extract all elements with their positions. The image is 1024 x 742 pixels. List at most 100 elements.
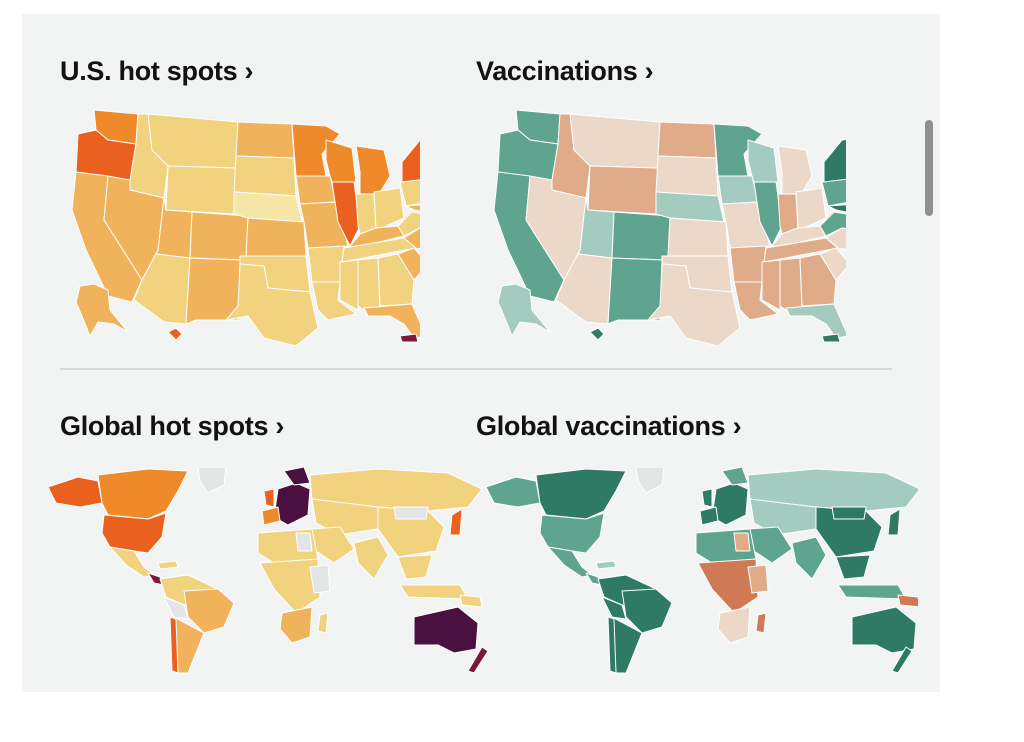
region-india	[353, 536, 389, 580]
state-al	[357, 257, 381, 311]
region-india	[791, 536, 827, 580]
state-wy	[587, 165, 659, 215]
region-scandinavia	[721, 467, 749, 486]
state-ks	[245, 217, 307, 257]
us-hot-spots-link[interactable]: U.S. hot spots ›	[60, 56, 254, 86]
state-nm	[185, 257, 241, 325]
state-ks	[667, 217, 729, 257]
region-southeast-asia	[835, 554, 871, 580]
state-nc	[403, 227, 420, 250]
global-vaccinations-card[interactable]: Global vaccinations ›	[476, 411, 918, 691]
region-australia	[413, 606, 479, 654]
region-greenland	[197, 467, 227, 494]
section-divider	[60, 368, 892, 370]
vaccinations-svg	[493, 110, 846, 346]
maps-panel: U.S. hot spots ›	[22, 14, 940, 692]
vaccinations-card[interactable]: Vaccinations ›	[476, 56, 856, 356]
region-scandinavia	[283, 467, 311, 486]
state-ak	[75, 283, 129, 337]
region-madagascar	[317, 612, 329, 634]
region-uk	[701, 488, 713, 508]
region-east-africa	[309, 564, 331, 594]
region-japan	[887, 508, 901, 536]
state-fl	[363, 303, 420, 339]
state-ar	[307, 245, 345, 283]
state-sc	[819, 247, 846, 281]
state-ms	[761, 259, 781, 311]
us-hot-spots-map[interactable]	[68, 110, 420, 346]
region-central-asia	[749, 498, 817, 536]
state-md	[827, 204, 846, 213]
territory-pr	[821, 333, 841, 343]
region-china	[815, 506, 883, 558]
state-sd	[233, 155, 297, 197]
state-md	[405, 204, 420, 212]
region-east-africa	[747, 564, 769, 594]
region-uk	[263, 488, 275, 508]
region-new-zealand	[467, 646, 489, 674]
region-libya	[295, 532, 313, 552]
region-central-asia	[311, 498, 379, 536]
state-nd	[657, 121, 717, 159]
global-hot-spots-card[interactable]: Global hot spots ›	[48, 411, 490, 691]
state-mt	[569, 113, 661, 169]
us-hot-spots-card[interactable]: U.S. hot spots ›	[60, 56, 420, 356]
global-hot-spots-svg	[48, 467, 489, 674]
region-caribbean	[595, 560, 617, 570]
region-papua	[897, 594, 918, 608]
state-ak	[497, 283, 551, 337]
vaccinations-link[interactable]: Vaccinations ›	[476, 56, 654, 86]
region-new-zealand	[891, 646, 913, 674]
region-central-africa	[697, 558, 759, 614]
region-canada	[535, 468, 627, 520]
state-hi	[589, 327, 605, 341]
global-hot-spots-map[interactable]	[48, 467, 500, 679]
region-japan	[449, 508, 463, 536]
region-madagascar	[755, 612, 767, 634]
region-mongolia	[393, 506, 429, 520]
region-indonesia	[837, 584, 907, 600]
state-oh	[795, 187, 827, 229]
state-ia	[717, 175, 759, 205]
state-ia	[295, 175, 337, 205]
state-il	[331, 181, 361, 247]
global-vaccinations-link[interactable]: Global vaccinations ›	[476, 411, 742, 441]
region-caribbean	[157, 560, 179, 570]
region-peru	[601, 596, 627, 620]
region-alaska	[48, 476, 103, 508]
vertical-scrollbar[interactable]	[925, 120, 933, 216]
region-southeast-asia	[397, 554, 433, 580]
region-australia	[851, 606, 917, 654]
region-brazil	[621, 588, 673, 634]
region-canada	[97, 468, 189, 520]
region-china	[377, 506, 445, 558]
region-brazil	[183, 588, 235, 634]
state-nd	[235, 121, 295, 159]
state-in	[355, 193, 377, 235]
region-southern-africa	[279, 606, 313, 644]
region-chile	[169, 616, 179, 674]
state-tx	[647, 263, 741, 346]
global-vaccinations-map[interactable]	[486, 467, 918, 679]
state-wi	[747, 139, 779, 183]
state-ga	[799, 253, 837, 307]
region-libya	[733, 532, 751, 552]
region-papua	[459, 594, 483, 608]
state-co	[611, 211, 671, 261]
region-usa	[539, 512, 605, 554]
state-ga	[377, 253, 415, 307]
region-usa	[101, 512, 167, 554]
state-fl	[785, 303, 846, 339]
state-il	[753, 181, 783, 247]
global-hot-spots-link[interactable]: Global hot spots ›	[60, 411, 285, 441]
state-wv	[819, 207, 837, 227]
region-iberia	[261, 506, 281, 526]
state-al	[779, 257, 803, 311]
global-vaccinations-svg	[486, 467, 918, 674]
state-hi	[167, 327, 183, 341]
state-nm	[607, 257, 663, 325]
us-hot-spots-svg	[71, 110, 420, 346]
state-oh	[373, 187, 405, 229]
region-peru	[163, 596, 189, 620]
vaccinations-map[interactable]	[486, 110, 846, 346]
